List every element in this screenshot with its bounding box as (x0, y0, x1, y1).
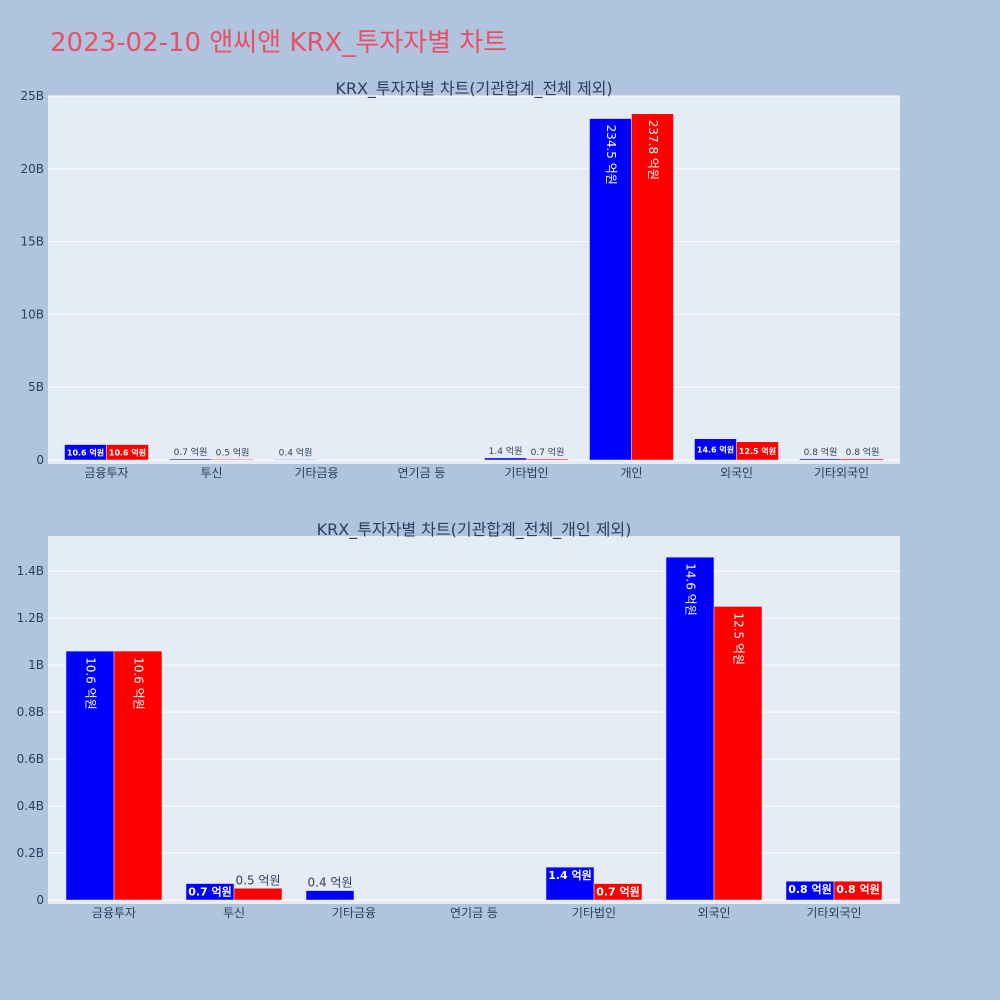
bar (484, 457, 527, 461)
bar (713, 606, 763, 901)
bar (545, 866, 595, 901)
bar (106, 444, 149, 461)
bar-label: 0.7 억원 (596, 885, 640, 899)
bar-label: 10.6 억원 (67, 447, 104, 457)
y-tick-label: 0.2B (17, 846, 44, 860)
bar-label: 10.6 억원 (84, 657, 98, 710)
y-tick-label: 1B (28, 658, 44, 672)
bar-label: 234.5 억원 (604, 125, 618, 185)
bar (526, 458, 569, 461)
x-tick-label: 금융투자 (84, 466, 128, 480)
chart-title: KRX_투자자별 차트(기관합계_전체_개인 제외) (317, 520, 632, 540)
x-tick-label: 금융투자 (92, 906, 136, 920)
x-tick-label: 투신 (200, 466, 222, 480)
chart-2: 0 0.2B 0.4B 0.6B 0.8B 1B 1.2B 1.4B KRX_투자자별 차트(기… (17, 520, 900, 920)
x-tick-label: 투신 (223, 906, 245, 920)
bar-label: 1.4 억원 (548, 868, 592, 882)
bar-label: 0.8 억원 (846, 446, 880, 458)
y-tick-label: 25B (20, 89, 44, 103)
y-tick-label: 0 (36, 893, 44, 907)
bar-label: 237.8 억원 (646, 120, 660, 180)
bar (233, 888, 283, 901)
chart-title: KRX_투자자별 차트(기관합계_전체 제외) (335, 79, 612, 99)
y-tick-label: 0.8B (17, 705, 44, 719)
bar-label: 14.6 억원 (697, 444, 734, 454)
bar-label: 0.8 억원 (836, 882, 880, 896)
plot-area (48, 536, 900, 904)
y-tick-label: 10B (20, 307, 44, 321)
x-tick-label: 기타법인 (504, 466, 548, 480)
x-tick-label: 기타금융 (332, 906, 376, 920)
bar-label: 10.6 억원 (109, 447, 146, 457)
bar (631, 113, 674, 461)
x-tick-label: 연기금 등 (450, 906, 498, 920)
bar (799, 458, 842, 461)
bar (169, 458, 212, 461)
bar-label: 0.7 억원 (531, 446, 565, 458)
y-tick-label: 15B (20, 235, 44, 249)
bar (274, 459, 317, 461)
bar (736, 441, 779, 461)
bar (589, 118, 632, 461)
bar (211, 459, 254, 461)
x-tick-label: 기타금융 (294, 466, 338, 480)
bar (833, 880, 883, 901)
bar (305, 890, 355, 901)
y-tick-label: 1.2B (17, 611, 44, 625)
bar-label: 0.7 억원 (174, 446, 208, 458)
x-tick-label: 기타외국인 (806, 906, 861, 920)
bar (113, 650, 163, 901)
bar-label: 0.8 억원 (788, 882, 832, 896)
bar-label: 0.5 억원 (216, 446, 250, 458)
x-tick-label: 기타외국인 (814, 466, 869, 480)
bar-label: 0.8 억원 (804, 446, 838, 458)
x-tick-label: 개인 (620, 466, 642, 480)
bar-label: 12.5 억원 (732, 612, 746, 665)
bar-label: 14.6 억원 (684, 563, 698, 616)
bar-label: 0.5 억원 (236, 873, 281, 887)
y-tick-label: 0.4B (17, 799, 44, 813)
y-tick-label: 0 (36, 453, 44, 467)
y-tick-label: 20B (20, 162, 44, 176)
plot-area (48, 96, 900, 464)
bar (841, 458, 884, 461)
x-tick-label: 외국인 (697, 906, 730, 920)
bar-label: 12.5 억원 (739, 446, 776, 456)
x-tick-label: 기타법인 (572, 906, 616, 920)
bar-label: 0.4 억원 (279, 446, 313, 458)
page-title: 2023-02-10 앤씨앤 KRX_투자자별 차트 (50, 28, 508, 58)
bar-label: 0.4 억원 (308, 876, 353, 890)
bar-label: 10.6 억원 (132, 657, 146, 710)
bar-label: 1.4 억원 (489, 445, 523, 457)
y-tick-label: 5B (28, 380, 44, 394)
bar (593, 883, 643, 901)
bar (65, 650, 115, 901)
x-tick-label: 연기금 등 (398, 466, 446, 480)
y-tick-label: 1.4B (17, 564, 44, 578)
x-tick-label: 외국인 (720, 466, 753, 480)
bar-label: 0.7 억원 (188, 885, 232, 899)
chart-1: 0 5B 10B 15B 20B 25B KRX_투자자별 차트(기관합계_전체 제외) 금융… (20, 79, 900, 480)
y-tick-label: 0.6B (17, 752, 44, 766)
